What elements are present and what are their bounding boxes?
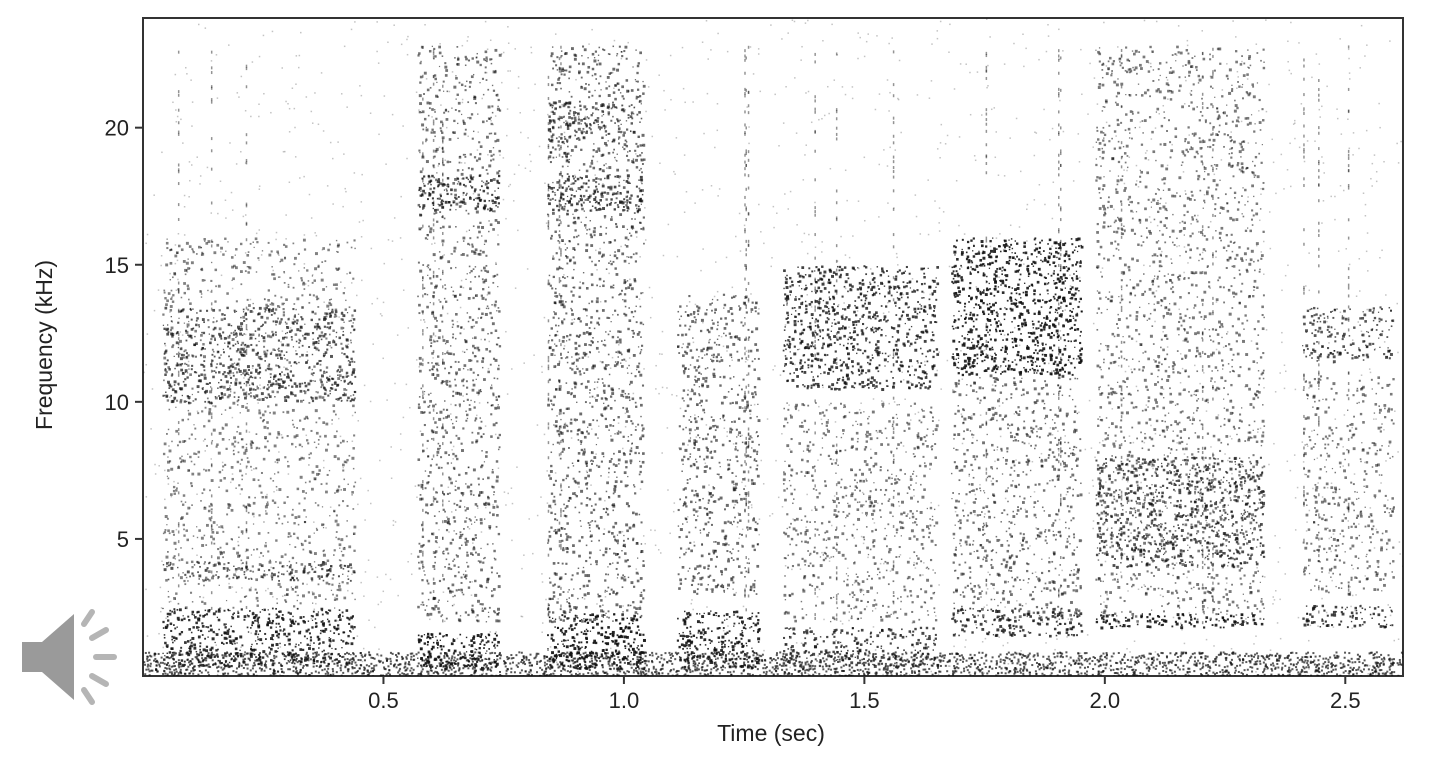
y-tick-label: 15: [105, 253, 129, 278]
speaker-icon: [18, 602, 122, 712]
y-tick-label: 20: [105, 116, 129, 141]
x-tick-label: 0.5: [368, 688, 399, 713]
x-tick-label: 2.0: [1090, 688, 1121, 713]
x-tick-label: 1.0: [609, 688, 640, 713]
y-tick-label: 5: [117, 527, 129, 552]
x-tick-label: 2.5: [1330, 688, 1361, 713]
play-audio-button[interactable]: [18, 602, 122, 712]
y-tick-label: 10: [105, 390, 129, 415]
x-axis-label: Time (sec): [717, 720, 825, 746]
y-axis-label: Frequency (kHz): [31, 260, 57, 430]
x-tick-label: 1.5: [849, 688, 880, 713]
